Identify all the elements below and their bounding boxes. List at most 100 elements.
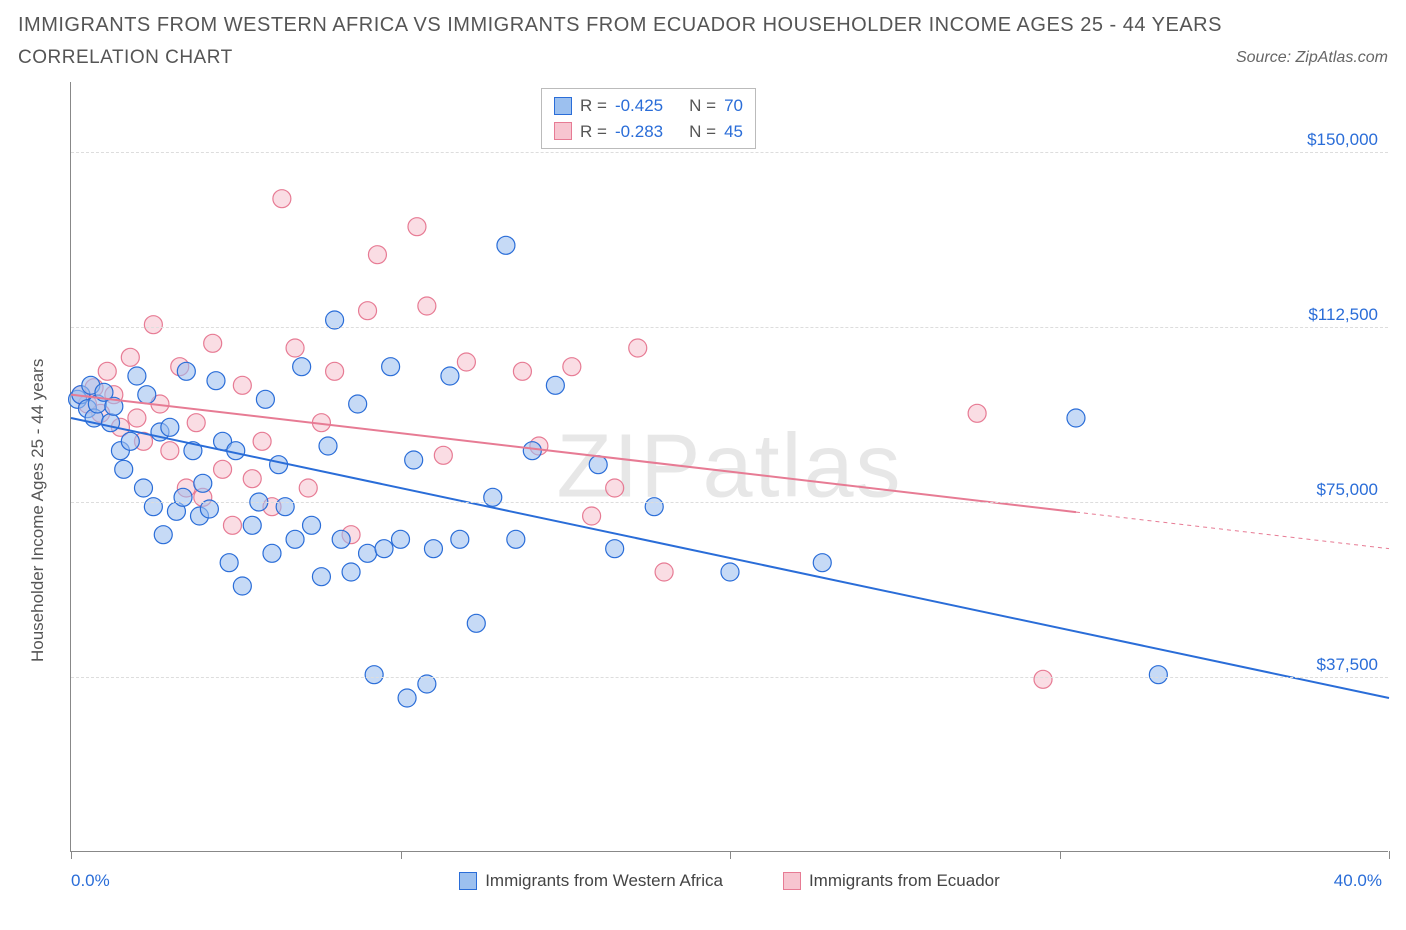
plot-svg bbox=[71, 82, 1388, 851]
x-tick-label: 40.0% bbox=[1334, 871, 1382, 891]
gridline bbox=[71, 677, 1388, 678]
y-tick-label: $37,500 bbox=[1317, 655, 1378, 675]
r-value-0: -0.425 bbox=[615, 93, 663, 119]
n-value-0: 70 bbox=[724, 93, 743, 119]
data-point bbox=[233, 577, 251, 595]
data-point bbox=[457, 353, 475, 371]
x-tick-label: 0.0% bbox=[71, 871, 110, 891]
data-point bbox=[359, 544, 377, 562]
data-point bbox=[253, 432, 271, 450]
r-value-1: -0.283 bbox=[615, 119, 663, 145]
data-point bbox=[161, 418, 179, 436]
data-point bbox=[286, 530, 304, 548]
data-point bbox=[299, 479, 317, 497]
data-point bbox=[349, 395, 367, 413]
data-point bbox=[441, 367, 459, 385]
chart-subtitle: CORRELATION CHART bbox=[18, 47, 233, 69]
data-point bbox=[497, 236, 515, 254]
data-point bbox=[359, 302, 377, 320]
data-point bbox=[398, 689, 416, 707]
data-point bbox=[467, 614, 485, 632]
data-point bbox=[256, 390, 274, 408]
data-point bbox=[563, 358, 581, 376]
source-name: ZipAtlas.com bbox=[1296, 49, 1388, 66]
data-point bbox=[144, 316, 162, 334]
legend-label-0: Immigrants from Western Africa bbox=[485, 871, 723, 891]
data-point bbox=[214, 460, 232, 478]
data-point bbox=[368, 246, 386, 264]
data-point bbox=[513, 362, 531, 380]
data-point bbox=[161, 442, 179, 460]
data-point bbox=[121, 432, 139, 450]
data-point bbox=[154, 526, 172, 544]
data-point bbox=[134, 479, 152, 497]
data-point bbox=[484, 488, 502, 506]
swatch-series-0 bbox=[554, 97, 572, 115]
data-point bbox=[273, 190, 291, 208]
data-point bbox=[303, 516, 321, 534]
data-point bbox=[174, 488, 192, 506]
stats-legend: R = -0.425 N = 70 R = -0.283 N = 45 bbox=[541, 88, 756, 149]
y-tick-label: $112,500 bbox=[1308, 305, 1378, 325]
chart-title: IMMIGRANTS FROM WESTERN AFRICA VS IMMIGR… bbox=[18, 14, 1388, 37]
y-axis-title: Householder Income Ages 25 - 44 years bbox=[28, 359, 48, 662]
data-point bbox=[220, 554, 238, 572]
source-attribution: Source: ZipAtlas.com bbox=[1236, 49, 1388, 67]
trend-line bbox=[71, 395, 1076, 512]
data-point bbox=[233, 376, 251, 394]
data-point bbox=[102, 414, 120, 432]
data-point bbox=[98, 362, 116, 380]
data-point bbox=[138, 386, 156, 404]
y-tick-label: $150,000 bbox=[1307, 130, 1378, 150]
r-label: R = bbox=[580, 119, 607, 145]
data-point bbox=[293, 358, 311, 376]
series-legend: Immigrants from Western Africa Immigrant… bbox=[71, 871, 1388, 891]
data-point bbox=[507, 530, 525, 548]
data-point bbox=[263, 544, 281, 562]
legend-label-1: Immigrants from Ecuador bbox=[809, 871, 1000, 891]
swatch-series-1-b bbox=[783, 872, 801, 890]
n-label: N = bbox=[689, 93, 716, 119]
data-point bbox=[128, 367, 146, 385]
data-point bbox=[115, 460, 133, 478]
data-point bbox=[326, 362, 344, 380]
gridline bbox=[71, 502, 1388, 503]
data-point bbox=[1067, 409, 1085, 427]
data-point bbox=[332, 530, 350, 548]
data-point bbox=[645, 498, 663, 516]
subtitle-row: CORRELATION CHART Source: ZipAtlas.com bbox=[18, 47, 1388, 69]
n-label: N = bbox=[689, 119, 716, 145]
n-value-1: 45 bbox=[724, 119, 743, 145]
data-point bbox=[121, 348, 139, 366]
stats-row-series-0: R = -0.425 N = 70 bbox=[554, 93, 743, 119]
data-point bbox=[405, 451, 423, 469]
data-point bbox=[144, 498, 162, 516]
data-point bbox=[382, 358, 400, 376]
x-tick bbox=[401, 851, 402, 859]
data-point bbox=[721, 563, 739, 581]
data-point bbox=[375, 540, 393, 558]
r-label: R = bbox=[580, 93, 607, 119]
gridline bbox=[71, 152, 1388, 153]
x-tick bbox=[730, 851, 731, 859]
data-point bbox=[589, 456, 607, 474]
data-point bbox=[319, 437, 337, 455]
source-prefix: Source: bbox=[1236, 49, 1296, 66]
data-point bbox=[451, 530, 469, 548]
chart-header: IMMIGRANTS FROM WESTERN AFRICA VS IMMIGR… bbox=[0, 0, 1406, 69]
data-point bbox=[276, 498, 294, 516]
data-point bbox=[546, 376, 564, 394]
data-point bbox=[204, 334, 222, 352]
data-point bbox=[286, 339, 304, 357]
data-point bbox=[1034, 670, 1052, 688]
data-point bbox=[418, 297, 436, 315]
data-point bbox=[629, 339, 647, 357]
data-point bbox=[365, 666, 383, 684]
swatch-series-0-b bbox=[459, 872, 477, 890]
data-point bbox=[243, 516, 261, 534]
data-point bbox=[606, 479, 624, 497]
data-point bbox=[187, 414, 205, 432]
data-point bbox=[606, 540, 624, 558]
data-point bbox=[194, 474, 212, 492]
stats-row-series-1: R = -0.283 N = 45 bbox=[554, 119, 743, 145]
